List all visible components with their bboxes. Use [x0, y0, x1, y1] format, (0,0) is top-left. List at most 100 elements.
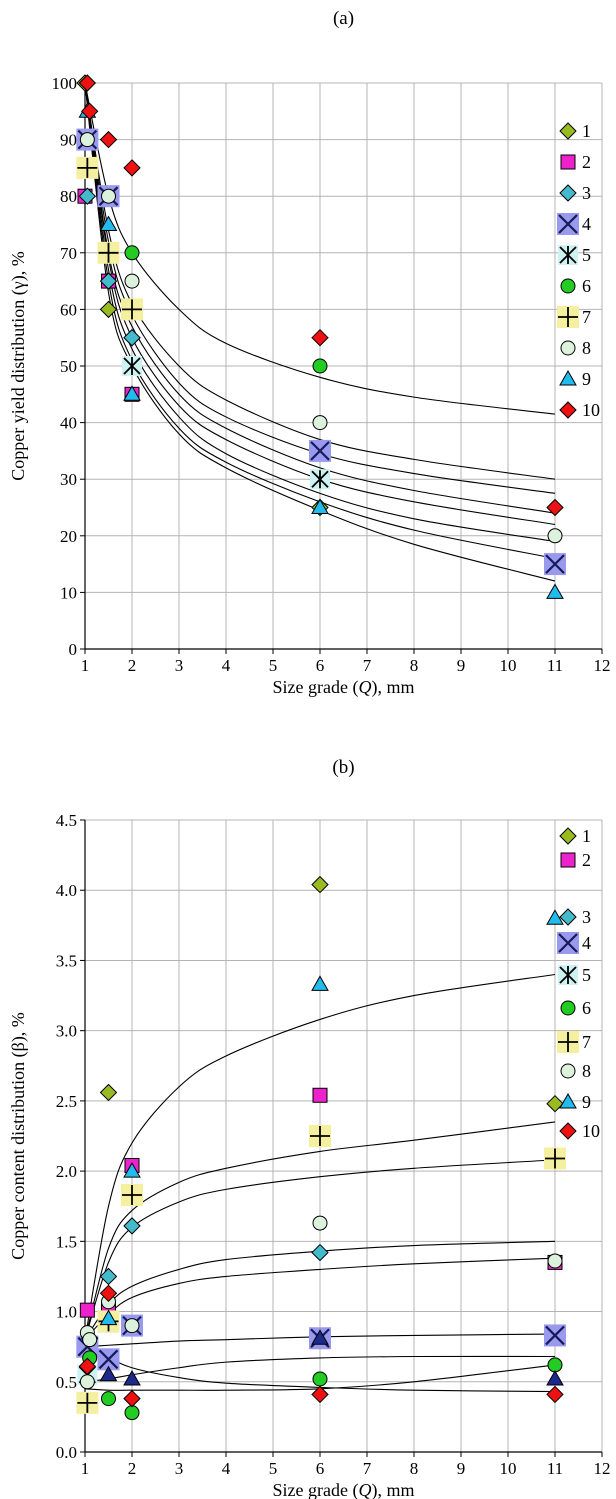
data-point [124, 273, 140, 289]
data-point [546, 1385, 564, 1404]
chart-a: (a)1 2 3 4 5 6 7 8 9 10 11 120102030405060708090100… [8, 8, 611, 698]
fit-curve [84, 1121, 556, 1340]
legend-label: 8 [582, 338, 591, 358]
data-point [123, 1217, 141, 1235]
data-point [546, 498, 564, 517]
x-tick-label: 10 [500, 656, 517, 675]
x-axis-label: Size grade (Q), mm [273, 1480, 415, 1499]
x-tick-label: 6 [316, 656, 325, 675]
data-point [311, 1329, 329, 1345]
legend-label: 3 [582, 183, 591, 203]
data-point [79, 1302, 95, 1318]
y-axis-label: Copper content distribution (β), % [8, 1012, 29, 1260]
legend-marker [560, 1063, 576, 1079]
legend-marker [559, 1092, 577, 1109]
data-point [123, 1162, 141, 1178]
fit-curve [84, 1333, 556, 1348]
data-point [544, 1324, 566, 1347]
legend-marker [560, 340, 576, 356]
data-point [82, 1332, 98, 1348]
legend: 1 2 3 4 5 6 7 8 9 10 [557, 121, 600, 420]
fit-curve [84, 82, 556, 494]
legend-marker [557, 932, 579, 954]
x-tick-label: 7 [363, 656, 372, 675]
fit-curve [84, 82, 556, 559]
x-tick-label: 1 [81, 1459, 90, 1478]
data-point [99, 215, 118, 231]
data-point [311, 975, 329, 991]
fit-curve [84, 1364, 556, 1391]
y-axis-label: Copper yield distribution (γ), % [8, 251, 29, 480]
legend: 1 2 3 4 5 6 7 8 9 10 [557, 826, 600, 1141]
y-tick-label: 0 [69, 640, 78, 659]
x-tick-label: 5 [269, 1459, 278, 1478]
data-point [78, 74, 97, 92]
y-tick-label: 3.5 [56, 951, 77, 970]
fit-curve [84, 82, 556, 543]
data-point [79, 132, 95, 148]
fit-curve [84, 1159, 556, 1340]
data-point [309, 1125, 331, 1147]
y-tick-label: 2.0 [56, 1162, 77, 1181]
data-point [124, 1318, 140, 1334]
legend-label: 2 [582, 152, 591, 172]
grid [84, 819, 603, 1453]
data-point [311, 875, 329, 894]
data-point [124, 1405, 140, 1421]
data-point [78, 187, 97, 205]
data-point [123, 1389, 141, 1408]
data-point [99, 1365, 118, 1382]
data-point [312, 1215, 328, 1231]
legend-label: 9 [582, 1092, 591, 1112]
x-tick-label: 11 [547, 1459, 563, 1478]
data-point [123, 1369, 141, 1386]
data-point [546, 909, 564, 925]
legend-label: 1 [582, 826, 591, 846]
data-point [547, 528, 563, 544]
y-tick-label: 20 [60, 527, 77, 546]
legend-label: 8 [582, 1061, 591, 1081]
legend-marker [557, 1031, 579, 1053]
data-point [99, 1267, 118, 1286]
data-point [97, 241, 120, 264]
legend-marker [560, 154, 576, 170]
legend-marker [557, 213, 579, 235]
legend-marker [560, 852, 576, 868]
data-point [546, 1094, 564, 1113]
data-point [76, 156, 99, 179]
data-point [311, 498, 329, 514]
y-tick-label: 2.5 [56, 1092, 77, 1111]
grid [84, 82, 603, 650]
y-tick-label: 4.0 [56, 881, 77, 900]
x-tick-label: 9 [457, 1459, 466, 1478]
legend-marker [559, 369, 577, 386]
data-point [312, 358, 328, 374]
data-point [99, 272, 118, 290]
y-tick-label: 90 [60, 131, 77, 150]
x-tick-label: 6 [316, 1459, 325, 1478]
y-tick-label: 80 [60, 187, 77, 206]
data-point [311, 1385, 329, 1404]
x-tick-label: 8 [410, 656, 419, 675]
x-tick-label: 9 [457, 656, 466, 675]
legend-label: 4 [582, 214, 591, 234]
data-point [312, 415, 328, 431]
legend-label: 7 [582, 1032, 591, 1052]
x-tick-label: 1 [81, 656, 90, 675]
legend-label: 6 [582, 998, 591, 1018]
y-tick-label: 10 [60, 583, 77, 602]
legend-label: 2 [582, 850, 591, 870]
data-point [101, 188, 116, 204]
y-tick-label: 0.0 [56, 1443, 77, 1462]
y-tick-label: 40 [60, 414, 77, 433]
legend-marker [559, 184, 577, 202]
data-point [79, 1374, 95, 1390]
data-point [547, 1253, 563, 1269]
data-point [310, 469, 330, 490]
data-points [76, 74, 566, 599]
data-points [76, 875, 566, 1421]
data-point [123, 328, 141, 347]
legend-marker [560, 278, 576, 294]
y-tick-label: 60 [60, 300, 77, 319]
y-tick-label: 70 [60, 244, 77, 263]
